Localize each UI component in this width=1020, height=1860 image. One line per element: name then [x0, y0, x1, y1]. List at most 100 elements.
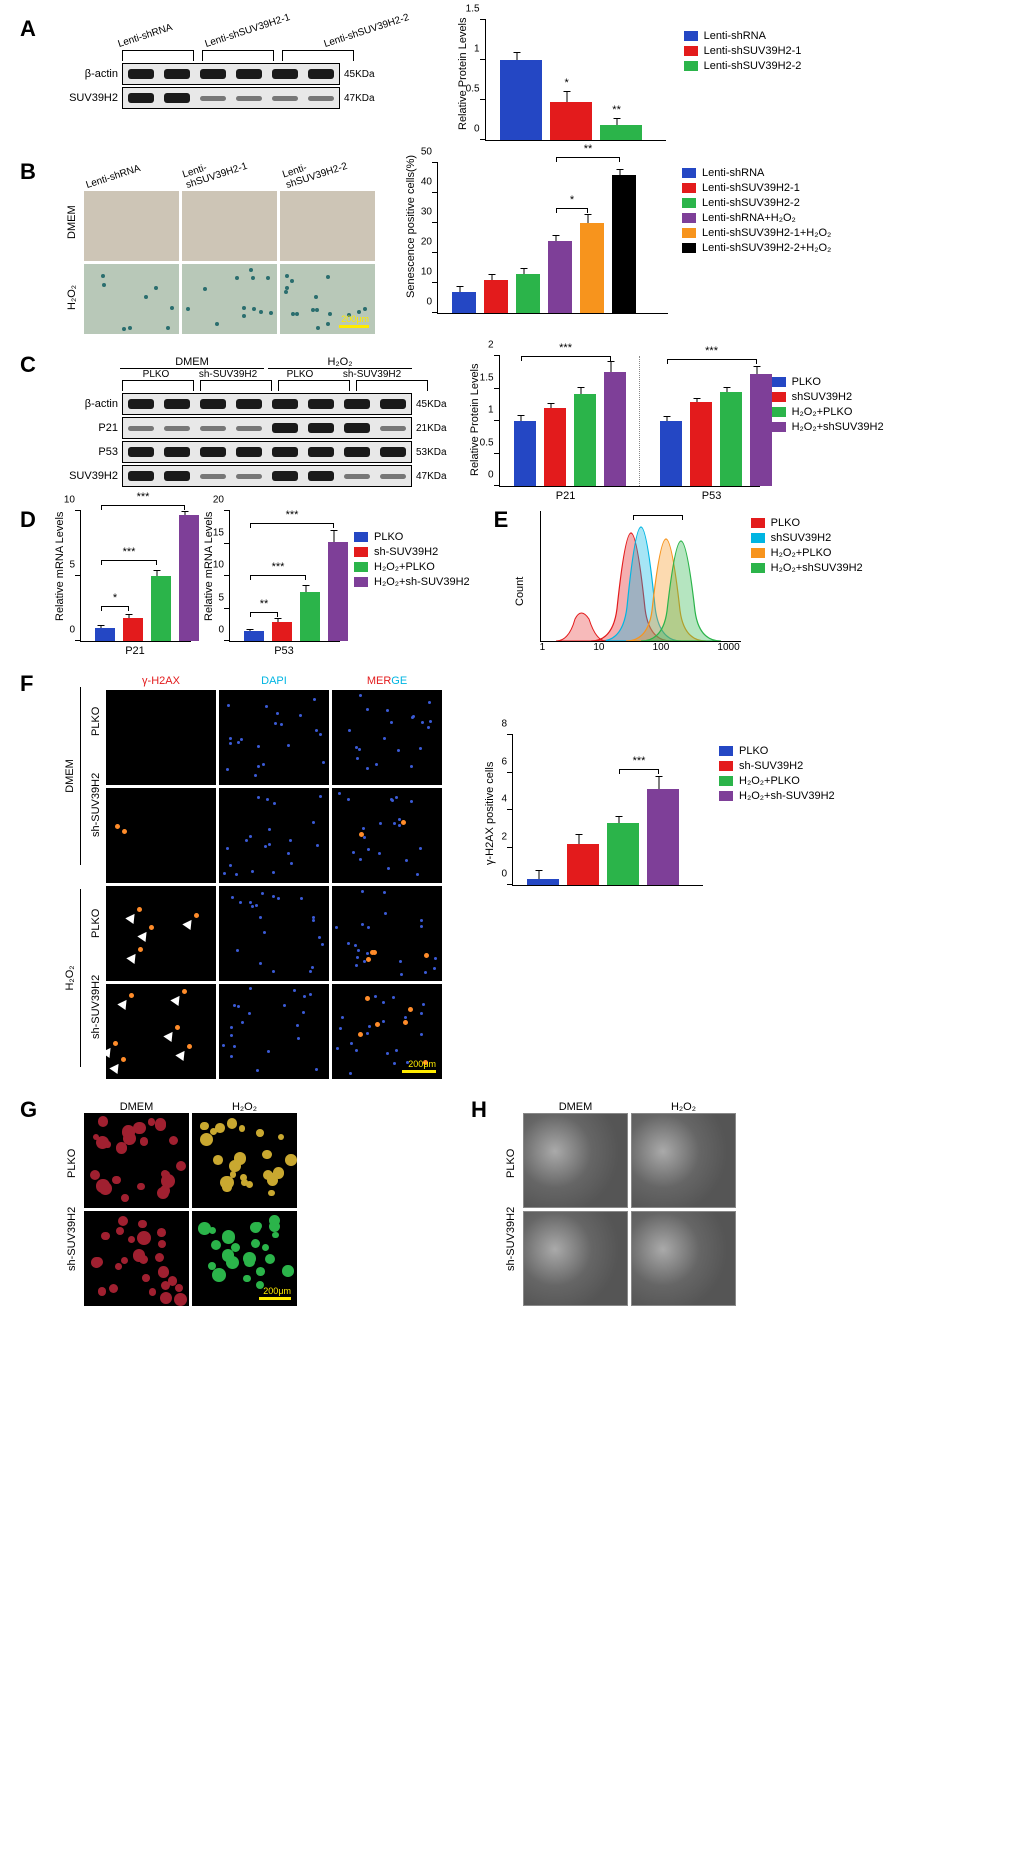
wb-header: Lenti-shRNA — [117, 22, 174, 50]
legend-item: shSUV39H2 — [772, 391, 884, 403]
micrograph: 200μm — [280, 264, 375, 334]
micro-rowlabel: DMEM — [66, 215, 78, 239]
legend-item: PLKO — [354, 531, 470, 543]
legend-swatch — [751, 533, 765, 543]
x-label: P21 — [125, 645, 145, 657]
panel-b-micrographs: 200μm — [84, 191, 375, 334]
panel-e-ylabel: Count — [514, 577, 526, 606]
panel-c-chart: Relative Protein Levels 00.511.52******P… — [477, 356, 760, 487]
chart-bar — [123, 618, 143, 641]
chart-bar — [500, 60, 542, 140]
micrograph — [332, 788, 442, 883]
micrograph: 200μm — [332, 984, 442, 1079]
legend-swatch — [682, 213, 696, 223]
chart-bar — [516, 274, 540, 313]
panel-d-label: D — [20, 507, 36, 533]
legend-label: Lenti-shSUV39H2-2+H₂O₂ — [702, 242, 831, 254]
panel-d: D Relative mRNA Levels 0510******* P21 R… — [30, 511, 470, 642]
legend-label: Lenti-shRNA — [702, 167, 764, 179]
legend-item: H₂O₂+PLKO — [719, 775, 835, 787]
legend-label: H₂O₂+shSUV39H2 — [792, 421, 884, 433]
wb-subhead: sh-SUV39H2 — [192, 369, 264, 380]
legend-item: Lenti-shRNA — [682, 167, 831, 179]
legend-swatch — [354, 532, 368, 542]
panel-d-chart-p21: Relative mRNA Levels 0510******* P21 — [60, 511, 191, 642]
wb-header: Lenti-shSUV39H2-1 — [203, 12, 291, 50]
legend-swatch — [682, 243, 696, 253]
legend-label: shSUV39H2 — [792, 391, 853, 403]
panel-b-legend: Lenti-shRNA Lenti-shSUV39H2-1 Lenti-shSUV3… — [682, 167, 831, 314]
chart-bar — [548, 241, 572, 313]
micrograph — [106, 886, 216, 981]
chart-bar — [527, 879, 559, 885]
legend-swatch — [772, 407, 786, 417]
chart-bar — [580, 223, 604, 313]
legend-label: Lenti-shSUV39H2-2 — [704, 60, 802, 72]
legend-label: Lenti-shSUV39H2-2 — [702, 197, 800, 209]
xtick: 1 — [540, 642, 546, 653]
legend-swatch — [772, 377, 786, 387]
wb-lanes — [122, 393, 412, 415]
wb-row: β-actin45KDa — [60, 63, 415, 85]
micrograph — [219, 788, 329, 883]
wb-row: P5353KDa — [60, 441, 447, 463]
chart-bar — [647, 789, 679, 885]
chart-bar — [607, 823, 639, 885]
legend-label: H₂O₂+sh-SUV39H2 — [739, 790, 835, 802]
panel-e: E Count 050100150200250** 1 10 100 1000 … — [500, 511, 863, 653]
legend-item: H₂O₂+shSUV39H2 — [751, 562, 863, 574]
legend-label: Lenti-shSUV39H2-1 — [702, 182, 800, 194]
panel-g-label: G — [20, 1097, 37, 1123]
panel-a-chart: Relative Protein Levels 00.511.5*** — [465, 20, 666, 141]
micrograph — [219, 886, 329, 981]
legend-swatch — [751, 548, 765, 558]
wb-subhead: PLKO — [120, 369, 192, 380]
micro-header: Lenti-shRNA — [85, 156, 164, 191]
legend-item: sh-SUV39H2 — [354, 546, 470, 558]
wb-row: β-actin45KDa — [60, 393, 447, 415]
chart-bar — [244, 631, 264, 641]
wb-row: P2121KDa — [60, 417, 447, 439]
xtick: 100 — [653, 642, 670, 653]
micro-rowlabel: sh-SUV39H2 — [505, 1247, 517, 1271]
legend-item: Lenti-shSUV39H2-1 — [682, 182, 831, 194]
legend-item: Lenti-shSUV39H2-1 — [684, 45, 802, 57]
micrograph — [106, 788, 216, 883]
legend-item: H₂O₂+sh-SUV39H2 — [354, 576, 470, 588]
micrograph — [280, 191, 375, 261]
col-header-h2ax: γ-H2AX — [106, 675, 216, 687]
legend-label: PLKO — [374, 531, 403, 543]
panel-f-micrographs: 200μm — [106, 690, 442, 1079]
micrograph — [523, 1211, 628, 1306]
wb-kda: 45KDa — [344, 69, 375, 80]
legend-swatch — [354, 547, 368, 557]
panel-f-chart: γ-H2AX positive cells 02468*** — [492, 735, 703, 886]
legend-item: Lenti-shSUV39H2-2 — [682, 197, 831, 209]
legend-item: Lenti-shSUV39H2-1+H₂O₂ — [682, 227, 831, 239]
x-label: P53 — [274, 645, 294, 657]
legend-label: H₂O₂+PLKO — [374, 561, 435, 573]
panel-g: G PLKO sh-SUV39H2 DMEM H₂O₂ 200μm — [30, 1101, 297, 1306]
panel-d-chart-p53: Relative mRNA Levels 05101520******** P5… — [209, 511, 340, 642]
xtick: 10 — [593, 642, 604, 653]
chart-bar — [720, 392, 742, 486]
panel-g-micrographs: 200μm — [84, 1113, 297, 1306]
legend-swatch — [751, 563, 765, 573]
legend-item: Lenti-shRNA — [684, 30, 802, 42]
chart-bar — [514, 421, 536, 486]
chart-bar — [544, 408, 566, 486]
wb-kda: 45KDa — [416, 399, 447, 410]
micrograph — [219, 690, 329, 785]
micrograph — [631, 1113, 736, 1208]
wb-kda: 53KDa — [416, 447, 447, 458]
panel-f: F DMEM H₂O₂ PLKO sh-SUV39H2 PLKO sh-SUV3… — [30, 675, 990, 1079]
panel-b-chart: Senescence positive cells(%) 01020304050… — [415, 163, 668, 314]
micrograph — [84, 264, 179, 334]
panel-c: C DMEM H₂O₂ PLKO sh-SUV39H2 PLKO sh-SUV3… — [30, 356, 990, 489]
wb-lanes — [122, 465, 412, 487]
col-header-merge: MERGE — [332, 675, 442, 687]
wb-row: SUV39H247KDa — [60, 465, 447, 487]
wb-header: Lenti-shSUV39H2-2 — [322, 12, 410, 50]
micro-rowlabel: sh-SUV39H2 — [90, 1019, 102, 1039]
legend-item: PLKO — [751, 517, 863, 529]
